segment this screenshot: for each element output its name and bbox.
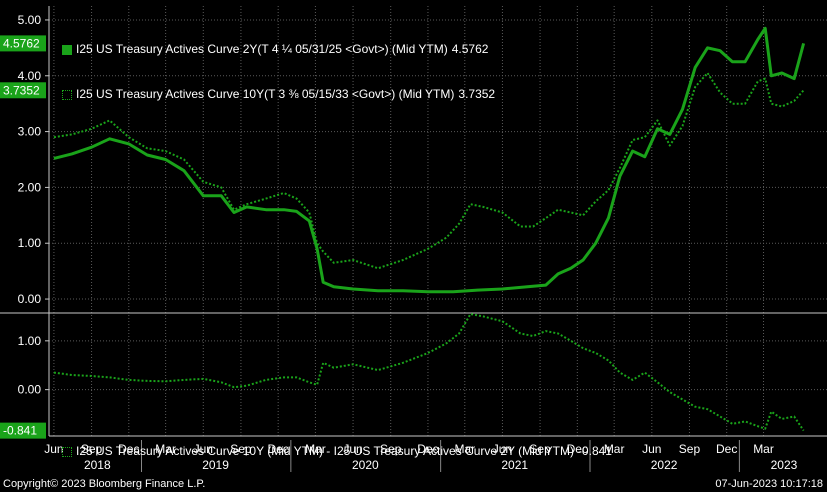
series-line xyxy=(53,26,806,294)
x-tick-label: Mar xyxy=(305,442,326,456)
x-year-label: 2021 xyxy=(501,458,528,472)
x-tick-label: Jun xyxy=(493,442,512,456)
x-tick-label: Mar xyxy=(155,442,176,456)
legend-label-10y: I25 US Treasury Actives Curve 10Y(T 3 ⅜ … xyxy=(76,87,455,101)
x-tick-label: Jun xyxy=(194,442,213,456)
legend-upper: I25 US Treasury Actives Curve 2Y(T 4 ¼ 0… xyxy=(62,12,495,117)
x-tick-label: Mar xyxy=(753,442,774,456)
x-tick-label: Dec xyxy=(716,442,737,456)
legend-swatch-dotted xyxy=(62,446,72,457)
x-tick-label: Sep xyxy=(679,442,701,456)
x-year-label: 2020 xyxy=(352,458,379,472)
legend-value-spread: -0.841 xyxy=(577,444,612,458)
x-tick-label: Mar xyxy=(604,442,625,456)
y-tick-label: 1.00 xyxy=(18,236,42,250)
x-tick-label: Sep xyxy=(380,442,402,456)
x-tick-label: Jun xyxy=(642,442,661,456)
legend-value-2y: 4.5762 xyxy=(451,42,489,56)
gridlines xyxy=(49,6,827,436)
x-tick-label: Jun xyxy=(343,442,362,456)
x-tick-label: Sep xyxy=(529,442,551,456)
y-tick-label: 0.00 xyxy=(18,292,42,306)
y-tick-label: 5.00 xyxy=(18,13,42,27)
x-tick-label: Dec xyxy=(417,442,438,456)
x-tick-label: Dec xyxy=(118,442,139,456)
value-tag xyxy=(0,422,46,439)
copyright-text: Copyright© 2023 Bloomberg Finance L.P. xyxy=(3,478,206,490)
value-tag xyxy=(0,35,46,52)
legend-label-2y: I25 US Treasury Actives Curve 2Y(T 4 ¼ 0… xyxy=(76,42,448,56)
value-labels: 4.5762 3.7352 -0.841 xyxy=(0,35,46,439)
x-tick-label: Sep xyxy=(230,442,252,456)
x-tick-label: Dec xyxy=(567,442,588,456)
x-tick-label: Mar xyxy=(454,442,475,456)
x-year-label: 2019 xyxy=(202,458,229,472)
value-tag-text: 4.5762 xyxy=(3,36,40,50)
x-tick-label: Dec xyxy=(268,442,289,456)
legend-value-10y: 3.7352 xyxy=(458,87,496,101)
legend-lower: I25 US Treasury Actives Curve 10Y (Mid Y… xyxy=(62,414,612,474)
legend-swatch-solid xyxy=(62,44,72,55)
legend-item-2y: I25 US Treasury Actives Curve 2Y(T 4 ¼ 0… xyxy=(62,42,495,57)
y-tick-label: 0.00 xyxy=(18,383,42,397)
legend-label-spread: I25 US Treasury Actives Curve 10Y (Mid Y… xyxy=(76,444,574,458)
value-tag xyxy=(0,82,46,99)
value-tag-text: 3.7352 xyxy=(3,83,40,97)
legend-item-spread: I25 US Treasury Actives Curve 10Y (Mid Y… xyxy=(62,444,612,459)
y-tick-label: 4.00 xyxy=(18,69,42,83)
value-tag-text: -0.841 xyxy=(3,424,37,438)
y-tick-label: 3.00 xyxy=(18,125,42,139)
y-tick-label: 1.00 xyxy=(18,334,42,348)
axes: Jun Sep Dec Mar Jun Sep Dec Mar Jun Sep Dec Mar Jun S… xyxy=(0,6,827,472)
x-year-label: 2022 xyxy=(651,458,678,472)
legend-swatch-dotted xyxy=(62,89,72,100)
series xyxy=(53,26,806,432)
legend-item-10y: I25 US Treasury Actives Curve 10Y(T 3 ⅜ … xyxy=(62,87,495,102)
x-tick-label: Sep xyxy=(81,442,103,456)
x-year-label: 2018 xyxy=(84,458,111,472)
x-year-label: 2023 xyxy=(771,458,798,472)
x-tick-label: Jun xyxy=(44,442,63,456)
y-tick-label: 2.00 xyxy=(18,180,42,194)
series-line xyxy=(53,313,805,432)
timestamp-text: 07-Jun-2023 10:17:18 xyxy=(715,478,823,490)
series-line xyxy=(53,72,805,270)
